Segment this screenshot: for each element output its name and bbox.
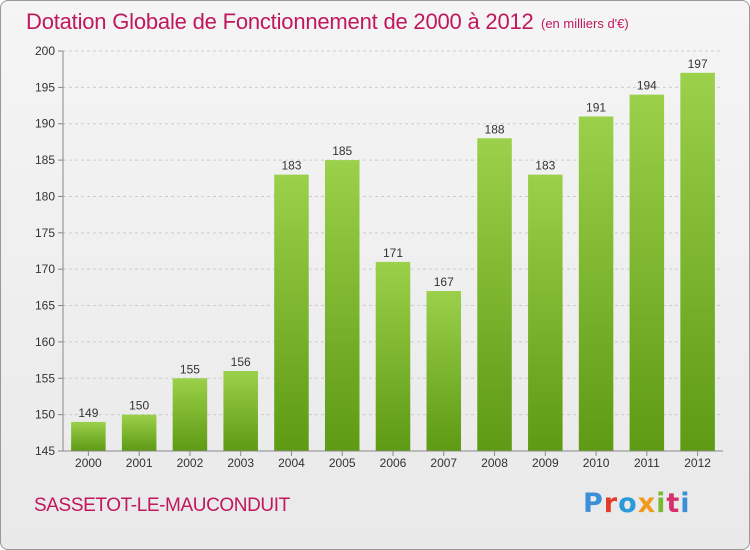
logo-letter: i [680,488,691,519]
x-tick-label: 2012 [684,456,711,470]
bar-value-label: 183 [281,159,301,173]
bar [375,261,411,451]
bar [172,378,208,451]
y-tick-label: 185 [35,153,55,167]
bar-value-label: 197 [688,57,708,71]
bar-value-label: 194 [637,79,657,93]
proxiti-logo: Proxiti [583,488,691,519]
x-tick-label: 2011 [634,456,660,470]
bar-value-label: 149 [78,406,98,420]
bar [324,160,360,451]
y-tick-label: 180 [35,189,55,203]
bar [578,116,614,452]
bar [121,414,157,451]
y-tick-label: 160 [35,335,55,349]
bar-value-label: 171 [383,246,403,260]
bar [426,291,462,451]
y-tick-label: 200 [35,44,55,58]
x-tick-label: 2006 [380,456,407,470]
bar [629,94,665,452]
y-tick-label: 170 [35,262,55,276]
unit-note: (en milliers d'€) [541,16,629,31]
y-tick-label: 155 [35,371,55,385]
label-layer: 149 150 155 156 183 185 171 167 188 183 191 194 197 [78,57,708,420]
logo-letter: P [583,488,604,519]
x-tick-label: 2002 [177,456,204,470]
y-tick-label: 165 [35,299,55,313]
x-tick-label: 2001 [126,456,153,470]
axis-layer: 145 150 155 160 165 170 175 180 185 190 195 200 2000… [35,44,723,470]
bar [274,174,309,452]
x-tick-label: 2003 [227,456,254,470]
bar-value-label: 167 [434,275,454,289]
bar-value-label: 150 [129,399,149,413]
logo-letter: x [637,488,657,519]
bar-value-label: 183 [535,159,555,173]
x-tick-label: 2007 [430,456,457,470]
chart-title: Dotation Globale de Fonctionnement de 20… [26,9,534,34]
bar-value-label: 188 [485,122,505,136]
x-tick-label: 2010 [583,456,610,470]
bar [680,72,715,452]
bar [223,371,258,451]
bar-layer [71,72,715,452]
bar [71,421,106,451]
logo-letter: o [618,488,638,519]
y-tick-label: 175 [35,226,55,240]
logo-letter: t [666,488,681,519]
x-tick-label: 2004 [278,456,305,470]
bar-chart: 149150155156183185171167188183191194197 … [35,44,723,470]
y-tick-label: 195 [35,80,55,94]
bar-value-label: 185 [332,144,352,158]
bar [477,138,512,452]
bar-value-label: 155 [180,362,200,376]
y-tick-label: 190 [35,117,55,131]
logo-letter: r [603,488,619,519]
bar-value-label: 156 [231,355,251,369]
x-tick-label: 2000 [75,456,102,470]
x-tick-label: 2009 [532,456,559,470]
city-name: SASSETOT-LE-MAUCONDUIT [34,495,290,516]
x-tick-label: 2005 [329,456,356,470]
logo-letter: i [656,488,667,519]
bar-value-label: 191 [586,100,606,114]
x-tick-label: 2008 [481,456,508,470]
y-tick-label: 150 [35,408,55,422]
bar [528,174,563,452]
y-tick-label: 145 [35,444,55,458]
